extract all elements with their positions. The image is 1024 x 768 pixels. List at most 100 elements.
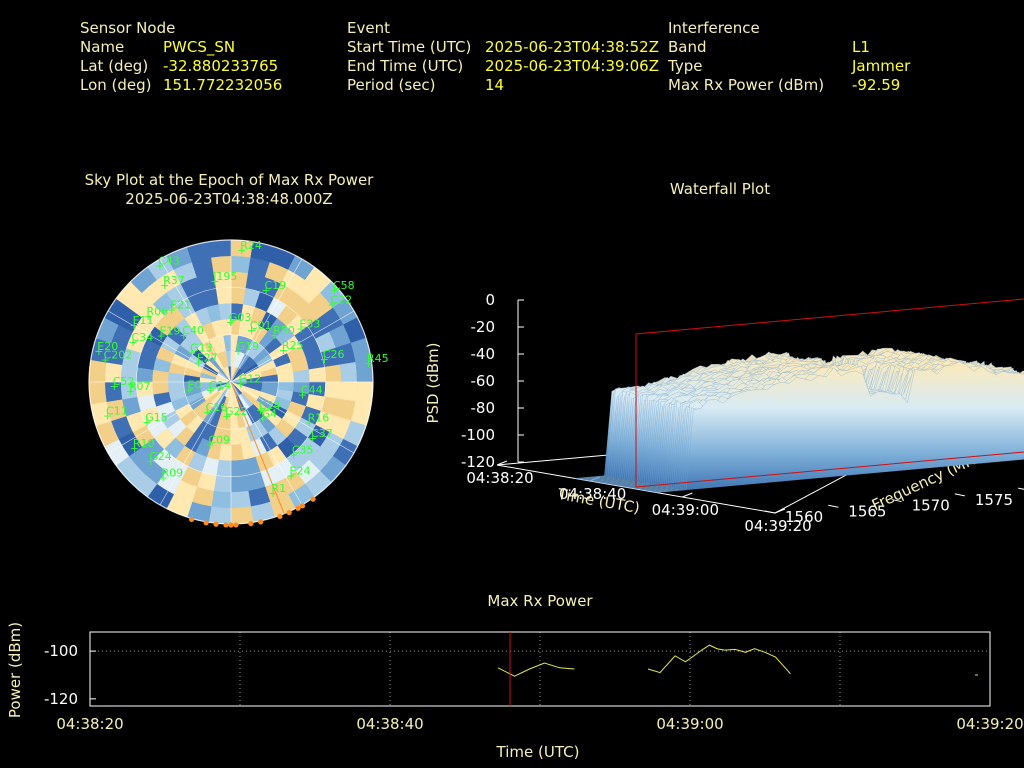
satellite-label: G24 <box>149 450 172 463</box>
z-tick-label: -20 <box>471 318 496 336</box>
satellite-label: R16 <box>308 412 330 425</box>
satellite-label: R07 <box>129 380 151 393</box>
power-series-line <box>647 644 791 675</box>
satellite-label: C16 <box>206 401 228 414</box>
freq-tick-label: 1570 <box>912 497 950 515</box>
satellite-label: R09 <box>161 467 183 480</box>
satellite-label: R25 <box>282 339 304 352</box>
sky-azimuth-line <box>230 258 303 383</box>
z-tick-label: -120 <box>461 453 495 471</box>
satellite-marker: + <box>94 345 103 358</box>
power-series-line <box>497 662 575 677</box>
satellite-marker: + <box>179 329 188 342</box>
satellite-marker: + <box>226 316 235 329</box>
sky-azimuth-line <box>230 381 303 506</box>
satellite-marker: + <box>158 472 167 485</box>
satellite-label: C09 <box>208 433 230 446</box>
z-tick-label: 0 <box>485 291 495 309</box>
freq-tick <box>954 493 965 497</box>
satellite-label: E20 <box>97 340 118 353</box>
satellite-marker: + <box>258 412 267 425</box>
time-tick-label: 04:39:20 <box>744 517 811 535</box>
interference-type-value: Jammer <box>852 57 911 75</box>
time-tick <box>774 508 786 514</box>
satellite-marker: + <box>146 455 155 468</box>
satellite-marker: + <box>203 406 212 419</box>
satellite-marker: + <box>130 442 139 455</box>
sky-azimuth-line <box>107 310 232 383</box>
power-y-tick-label: -100 <box>44 642 78 660</box>
satellite-label: G13 <box>190 341 213 354</box>
interference-power-label: Max Rx Power (dBm) <box>668 76 825 94</box>
z-tick-label: -60 <box>471 372 496 390</box>
satellite-marker: + <box>194 356 203 369</box>
satellite-marker: + <box>261 284 270 297</box>
satellite-label: R24 <box>240 239 262 252</box>
satellite-marker: + <box>130 319 139 332</box>
sensor-lat-label: Lat (deg) <box>80 57 149 75</box>
sensor-node-title: Sensor Node <box>80 19 176 37</box>
interference-type-label: Type <box>668 57 703 75</box>
waterfall-epoch-plane <box>635 298 1024 488</box>
event-end-label: End Time (UTC) <box>347 57 464 75</box>
satellite-marker: + <box>110 380 119 393</box>
skyplot-epoch: 2025-06-23T04:38:48.000Z <box>125 190 333 208</box>
power-x-label: Time (UTC) <box>496 743 580 761</box>
freq-tick <box>828 504 839 508</box>
satellite-label: G12 <box>239 372 262 385</box>
satellite-marker: + <box>279 344 288 357</box>
satellite-marker: + <box>320 353 329 366</box>
z-tick-label: -100 <box>461 426 495 444</box>
sensor-lon-value: 151.772232056 <box>163 76 283 94</box>
satellite-marker: + <box>256 404 265 417</box>
satellite-marker: + <box>143 310 152 323</box>
sensor-name-label: Name <box>80 38 125 56</box>
jammer-bearing-line <box>230 381 285 514</box>
satellite-marker: + <box>296 323 305 336</box>
interference-title: Interference <box>668 19 760 37</box>
satellite-label: E24 <box>290 465 311 478</box>
power-y-label: Power (dBm) <box>6 622 24 718</box>
satellite-marker: + <box>247 324 256 337</box>
satellite-marker: + <box>126 385 135 398</box>
event-start-value: 2025-06-23T04:38:52Z <box>485 38 659 56</box>
satellite-label: G22 <box>225 405 248 418</box>
satellite-marker: + <box>305 417 314 430</box>
satellite-label: R1 <box>271 482 286 495</box>
satellite-marker: + <box>308 432 317 445</box>
horizon-marker <box>203 520 209 526</box>
time-tick-label: 04:38:40 <box>559 485 626 503</box>
waterfall-z-label: PSD (dBm) <box>424 342 442 423</box>
sensor-lon-label: Lon (deg) <box>80 76 152 94</box>
satellite-marker: + <box>157 330 166 343</box>
satellite-label: C40 <box>182 324 204 337</box>
satellite-marker: + <box>210 275 219 288</box>
satellite-label: E11 <box>133 314 154 327</box>
power-x-tick-label: 04:39:20 <box>956 715 1023 733</box>
satellite-label: E0 <box>187 379 201 392</box>
satellite-label: C58 <box>333 279 355 292</box>
satellite-marker: + <box>237 244 246 257</box>
horizon-marker <box>233 522 239 528</box>
horizon-marker <box>188 516 195 523</box>
satellite-label: C52 <box>113 375 135 388</box>
satellite-label: C01 <box>250 319 272 332</box>
skyplot-title: Sky Plot at the Epoch of Max Rx Power <box>84 171 374 189</box>
interference-band-value: L1 <box>852 38 870 56</box>
horizon-marker <box>248 521 254 527</box>
satellite-label: G19 <box>236 340 259 353</box>
time-tick-label: 04:38:20 <box>466 469 533 487</box>
horizon-marker <box>299 503 306 509</box>
sensor-name-value: PWCS_SN <box>163 38 236 56</box>
satellite-marker: + <box>222 410 231 423</box>
power-x-tick-label: 04:38:20 <box>56 715 123 733</box>
satellite-label: C24 <box>259 399 281 412</box>
horizon-marker <box>310 496 316 502</box>
satellite-marker: + <box>160 279 169 292</box>
satellite-label: E27 <box>197 351 218 364</box>
power-y-tick-label: -120 <box>44 690 78 708</box>
satellite-marker: + <box>142 416 151 429</box>
satellite-label: R37 <box>163 274 185 287</box>
